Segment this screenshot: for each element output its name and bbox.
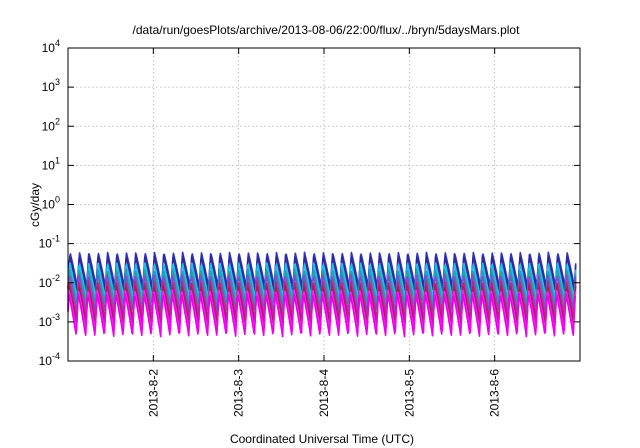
x-tick-label: 2013-8-2 (146, 369, 160, 417)
series-group (67, 251, 577, 338)
x-tick-label: 2013-8-3 (232, 369, 246, 417)
series-line (67, 293, 577, 338)
y-tick-label: 10-1 (39, 234, 60, 251)
y-tick-label: 100 (42, 195, 60, 212)
y-axis-label: cGy/day (28, 183, 42, 227)
y-tick-label: 10-3 (39, 312, 60, 329)
x-tick-label: 2013-8-4 (317, 369, 331, 417)
y-tick-label: 10-2 (39, 273, 60, 290)
chart-title: /data/run/goesPlots/archive/2013-08-06/2… (133, 23, 521, 37)
y-axis: 10-4 10-3 10-2 10-1 100 101 102 103 104 (39, 38, 580, 368)
y-tick-label: 10-4 (39, 351, 60, 368)
y-tick-label: 101 (42, 155, 60, 172)
y-tick-label: 104 (42, 38, 60, 55)
x-tick-label: 2013-8-5 (402, 369, 416, 417)
x-tick-label: 2013-8-6 (488, 369, 502, 417)
x-axis: 2013-8-2 2013-8-3 2013-8-4 2013-8-5 2013-8-6 (146, 48, 502, 417)
y-tick-label: 102 (42, 116, 60, 133)
y-tick-label: 103 (42, 77, 60, 94)
x-axis-label: Coordinated Universal Time (UTC) (230, 432, 414, 446)
